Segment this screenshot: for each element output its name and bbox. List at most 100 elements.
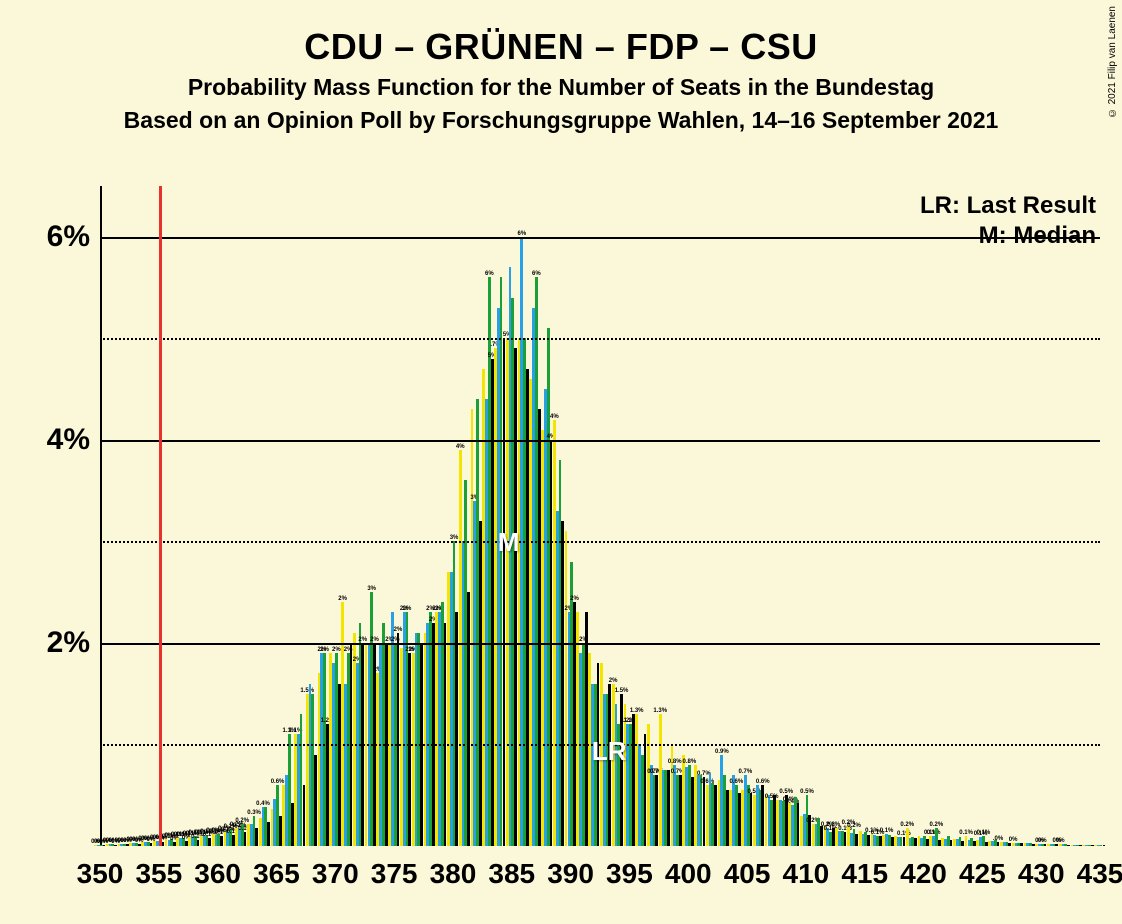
- bar: [1044, 844, 1047, 846]
- x-tick-label: 365: [253, 858, 300, 890]
- bar-value-label: 3%: [367, 586, 376, 592]
- bar: [514, 348, 517, 846]
- bar: 0%: [103, 845, 106, 846]
- bar: [714, 785, 717, 846]
- bar-value-label: 2%: [609, 678, 618, 684]
- bar: 0.2%: [832, 828, 835, 846]
- bar-value-label: 1.3%: [630, 708, 644, 714]
- bar: [1008, 843, 1011, 846]
- bar-value-label: 6%: [485, 271, 494, 277]
- x-tick-label: 385: [488, 858, 535, 890]
- gridline-minor: [100, 338, 1100, 340]
- bar: [985, 842, 988, 846]
- y-tick-label: 4%: [20, 423, 90, 457]
- bar: 2%: [432, 623, 435, 846]
- titles-block: CDU – GRÜNEN – FDP – CSU Probability Mas…: [0, 18, 1122, 140]
- bar: 0.1%: [903, 837, 906, 846]
- gridline-minor: [100, 541, 1100, 543]
- bar: [1032, 844, 1035, 846]
- bar-value-label: 2%: [338, 596, 347, 602]
- bar: [855, 834, 858, 846]
- bar: [585, 612, 588, 846]
- bar: [667, 770, 670, 846]
- bar: 5%: [491, 359, 494, 846]
- bar: 0.1%: [208, 838, 211, 846]
- bar-value-label: 0.6%: [730, 779, 744, 785]
- bar: [891, 837, 894, 846]
- annotation-line: [159, 186, 162, 846]
- bar: 2%: [573, 602, 576, 846]
- x-tick-label: 425: [959, 858, 1006, 890]
- bar: [1020, 843, 1023, 846]
- bar: [797, 803, 800, 846]
- bar: [926, 839, 929, 846]
- bar: 0.6%: [761, 785, 764, 846]
- chart-subtitle-1: Probability Mass Function for the Number…: [0, 74, 1122, 101]
- gridline-major: [100, 440, 1100, 442]
- bar: [561, 521, 564, 846]
- bar: [644, 734, 647, 846]
- bar: [938, 840, 941, 846]
- bar: 0.7%: [703, 777, 706, 846]
- bar: [279, 816, 282, 846]
- x-tick-label: 390: [547, 858, 594, 890]
- x-tick-label: 370: [312, 858, 359, 890]
- bar: [820, 826, 823, 846]
- x-tick-label: 380: [430, 858, 477, 890]
- chart-title: CDU – GRÜNEN – FDP – CSU: [0, 26, 1122, 68]
- gridline-major: [100, 237, 1100, 239]
- bar: [444, 623, 447, 846]
- bar-value-label: 4%: [456, 444, 465, 450]
- x-tick-label: 375: [371, 858, 418, 890]
- bar: 0.1%: [220, 836, 223, 846]
- bar: 0.1%: [244, 832, 247, 846]
- bar: 0.1%: [197, 840, 200, 846]
- bar: 0%: [138, 844, 141, 846]
- x-tick-label: 400: [665, 858, 712, 890]
- bar: [467, 592, 470, 846]
- bar: 1.2%: [326, 724, 329, 846]
- bar: [1079, 845, 1082, 846]
- bar: [961, 841, 964, 846]
- x-tick-label: 405: [724, 858, 771, 890]
- bar: .0%: [997, 842, 1000, 846]
- bar-value-label: 6%: [532, 271, 541, 277]
- bar: [632, 714, 635, 846]
- bar: [750, 793, 753, 846]
- bar-value-label: 0.9%: [715, 749, 729, 755]
- bar: [691, 777, 694, 846]
- bar: [267, 822, 270, 846]
- bar: [455, 612, 458, 846]
- x-tick-label: 430: [1018, 858, 1065, 890]
- bar: [879, 836, 882, 846]
- bar: [538, 409, 541, 846]
- bar: [608, 684, 611, 846]
- chart-subtitle-2: Based on an Opinion Poll by Forschungsgr…: [0, 107, 1122, 134]
- bar: 0%: [1055, 844, 1058, 846]
- bar-value-label: 0.1%: [897, 831, 911, 837]
- bar-value-label: 2%: [570, 596, 579, 602]
- bars-area: 0%0%0%0%0%0%0%0%0%0%0%0%0%0%0%0%0%0%0%0%…: [100, 186, 1100, 846]
- bar: 1.5%: [620, 694, 623, 846]
- bar: [255, 828, 258, 846]
- bar: [950, 840, 953, 846]
- x-tick-label: 410: [783, 858, 830, 890]
- chart-page: © 2021 Filip van Laenen CDU – GRÜNEN – F…: [0, 0, 1122, 924]
- bar-value-label: 0.3%: [247, 810, 261, 816]
- bar-value-label: 0.8%: [668, 759, 682, 765]
- bar: [338, 684, 341, 846]
- bar-value-label: 0.5%: [800, 789, 814, 795]
- bar-value-label: 2%: [332, 647, 341, 653]
- bar: [726, 790, 729, 846]
- x-tick-label: 435: [1077, 858, 1122, 890]
- bar: 0%: [114, 845, 117, 846]
- bar: 0.1%: [844, 832, 847, 846]
- gridline-major: [100, 643, 1100, 645]
- bar-value-label: 0.1%: [880, 828, 894, 834]
- bar-value-label: 0.1%: [977, 830, 991, 836]
- bar: 0%: [150, 843, 153, 846]
- bar-value-label: 0.2%: [847, 823, 861, 829]
- bar: [597, 663, 600, 846]
- bar: 2%: [408, 653, 411, 846]
- x-tick-label: 350: [77, 858, 124, 890]
